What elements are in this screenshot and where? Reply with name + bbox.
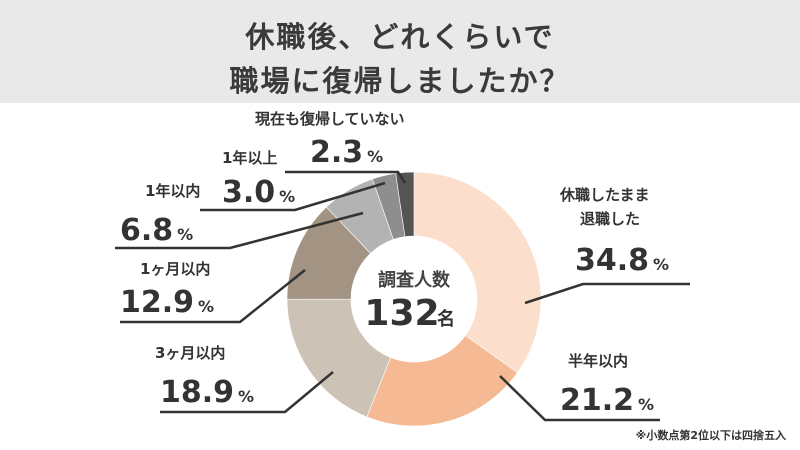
slice-label-1: 半年以内	[568, 352, 628, 370]
slice-label-4: 1年以内	[145, 182, 200, 200]
slice-label-0: 休職したまま	[559, 186, 650, 204]
center-value: 132	[364, 293, 439, 334]
leader-line-3	[120, 269, 306, 324]
slice-label-2: 3ヶ月以内	[155, 344, 225, 362]
slice-value-1: 21.2%	[560, 383, 654, 418]
title-line-2: 職場に復帰しましたか？	[229, 64, 571, 98]
donut-hole	[351, 236, 477, 362]
rounding-note: ※小数点第2位以下は四捨五入	[635, 429, 786, 442]
slice-value-4: 6.8%	[120, 213, 193, 248]
slice-label-0: 退職した	[580, 210, 640, 228]
leader-line-6	[285, 170, 407, 184]
leader-line-1	[499, 375, 660, 422]
leader-line-5	[200, 181, 386, 212]
slice-label-5: 1年以上	[222, 149, 277, 167]
leader-line-2	[160, 371, 334, 414]
slice-value-2: 18.9%	[160, 375, 254, 410]
center-unit: 名	[437, 308, 455, 330]
slice-value-0: 34.8%	[575, 243, 669, 278]
slice-value-3: 12.9%	[120, 285, 214, 320]
slice-value-5: 3.0%	[222, 175, 295, 210]
slice-label-3: 1ヶ月以内	[140, 260, 210, 278]
leader-line-4	[115, 211, 364, 250]
title-line-1: 休職後、どれくらいで	[245, 20, 555, 54]
leader-line-0	[524, 282, 690, 305]
slice-label-6: 現在も復帰していない	[255, 110, 405, 128]
center-label: 調査人数	[378, 269, 451, 291]
header-band: 休職後、どれくらいで 職場に復帰しましたか？	[0, 0, 800, 103]
slice-value-6: 2.3%	[310, 135, 383, 170]
